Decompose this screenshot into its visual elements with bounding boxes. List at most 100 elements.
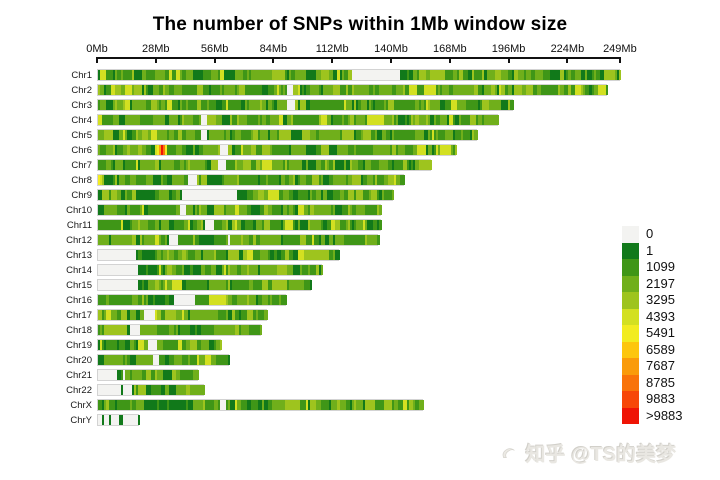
density-strip xyxy=(219,130,223,140)
density-strip xyxy=(284,85,288,95)
density-strip xyxy=(106,175,109,185)
density-strip xyxy=(335,130,338,140)
density-strip xyxy=(488,100,491,110)
density-strip xyxy=(488,115,491,125)
density-strip xyxy=(156,190,160,200)
density-strip xyxy=(251,175,254,185)
density-strip xyxy=(429,115,433,125)
density-strip xyxy=(324,115,328,125)
density-strip xyxy=(375,130,378,140)
density-strip xyxy=(394,175,397,185)
density-strip xyxy=(106,190,109,200)
density-strip xyxy=(152,115,155,125)
density-strip xyxy=(457,130,460,140)
density-strip xyxy=(253,130,256,140)
density-strip xyxy=(266,70,269,80)
density-strip xyxy=(198,85,202,95)
density-strip xyxy=(186,130,189,140)
density-strip xyxy=(408,130,412,140)
density-strip xyxy=(293,70,296,80)
density-strip xyxy=(368,85,372,95)
legend-swatch xyxy=(622,308,639,325)
density-strip xyxy=(379,70,382,80)
density-strip xyxy=(238,175,241,185)
density-strip xyxy=(127,115,130,125)
density-strip xyxy=(553,70,556,80)
density-strip xyxy=(135,205,139,215)
density-strip xyxy=(440,115,443,125)
density-strip xyxy=(276,175,279,185)
density-strip xyxy=(511,85,514,95)
density-strip xyxy=(431,85,435,95)
density-strip xyxy=(242,115,246,125)
density-strip xyxy=(301,85,304,95)
density-strip xyxy=(410,115,414,125)
density-strip xyxy=(272,190,275,200)
density-strip xyxy=(303,145,307,155)
density-strip xyxy=(417,85,420,95)
density-strip xyxy=(341,70,344,80)
density-strip xyxy=(314,175,317,185)
density-strip xyxy=(333,130,336,140)
density-strip xyxy=(247,100,250,110)
density-strip xyxy=(383,115,386,125)
density-strip xyxy=(154,175,157,185)
density-strip xyxy=(140,130,143,140)
density-strip xyxy=(368,175,372,185)
density-strip xyxy=(492,70,496,80)
density-strip xyxy=(438,100,441,110)
density-strip xyxy=(140,70,143,80)
density-strip xyxy=(431,100,435,110)
density-strip xyxy=(383,190,386,200)
density-strip xyxy=(282,190,286,200)
chromosome-bar xyxy=(97,294,288,306)
density-strip xyxy=(337,175,340,185)
density-strip xyxy=(392,70,395,80)
density-strip xyxy=(434,70,437,80)
density-strip xyxy=(146,70,149,80)
density-strip xyxy=(213,115,216,125)
density-strip xyxy=(121,205,124,215)
density-strip xyxy=(339,145,342,155)
density-strip xyxy=(291,190,294,200)
density-strip xyxy=(207,100,210,110)
density-strip xyxy=(278,190,281,200)
density-strip xyxy=(494,100,498,110)
density-strip xyxy=(135,100,139,110)
density-strip xyxy=(179,175,183,185)
density-strip xyxy=(125,205,128,215)
density-strip xyxy=(438,115,441,125)
density-strip xyxy=(282,85,286,95)
density-strip xyxy=(341,175,344,185)
density-strip xyxy=(171,70,174,80)
density-strip xyxy=(421,400,424,410)
density-strip xyxy=(482,115,485,125)
density-strip xyxy=(278,130,281,140)
density-strip xyxy=(284,190,288,200)
density-strip xyxy=(261,70,265,80)
density-strip xyxy=(188,175,191,185)
density-strip xyxy=(406,145,409,155)
density-strip xyxy=(110,190,113,200)
density-strip xyxy=(188,70,191,80)
density-strip xyxy=(350,160,353,170)
density-strip xyxy=(368,160,372,170)
density-strip xyxy=(362,160,365,170)
density-strip xyxy=(255,85,258,95)
density-strip xyxy=(291,130,294,140)
density-strip xyxy=(402,160,405,170)
density-strip xyxy=(345,190,349,200)
density-strip xyxy=(175,70,178,80)
density-strip xyxy=(534,70,538,80)
density-strip xyxy=(148,85,151,95)
density-strip xyxy=(314,85,317,95)
density-strip xyxy=(513,70,517,80)
legend-swatch xyxy=(622,275,639,292)
density-strip xyxy=(299,115,302,125)
density-strip xyxy=(373,145,376,155)
density-strip xyxy=(173,145,176,155)
density-strip xyxy=(305,190,309,200)
density-strip xyxy=(459,130,462,140)
density-strip xyxy=(142,160,145,170)
density-strip xyxy=(520,85,523,95)
